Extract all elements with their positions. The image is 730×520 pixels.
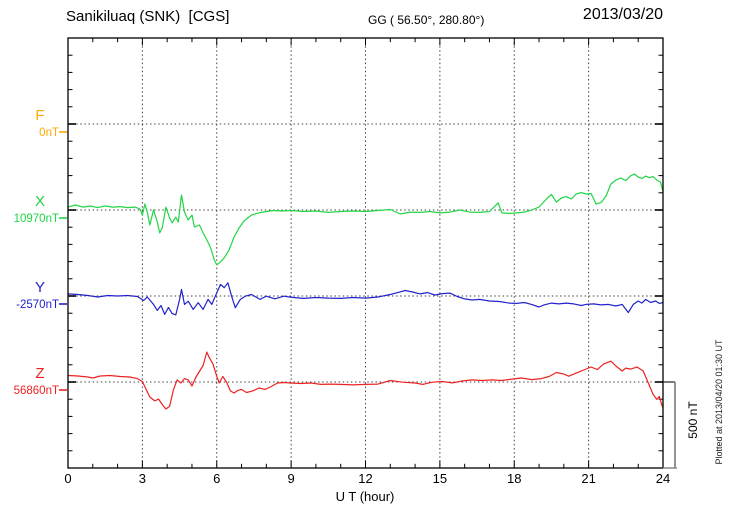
x-axis-label: U T (hour) <box>335 489 395 504</box>
series-baseline-y: -2570nT <box>16 299 59 311</box>
x-tick-label: 3 <box>138 471 146 486</box>
page-title: Sanikiluaq (SNK) [CGS] <box>66 8 230 25</box>
x-tick-label: 0 <box>64 471 72 486</box>
series-baseline-f: 0nT <box>39 127 59 139</box>
series-baseline-x: 10970nT <box>13 213 59 225</box>
series-label-y: Y <box>34 279 45 296</box>
x-tick-label: 15 <box>432 471 448 486</box>
date-label: 2013/03/20 <box>582 6 663 23</box>
series-label-z: Z <box>35 365 45 382</box>
x-tick-label: 12 <box>358 471 373 486</box>
series-label-f: F <box>35 107 45 124</box>
x-tick-label: 21 <box>581 471 596 486</box>
station-coords-label: GG ( 56.50°, 280.80°) <box>368 13 485 27</box>
x-tick-label: 6 <box>213 471 221 486</box>
series-baseline-z: 56860nT <box>13 385 59 397</box>
x-tick-label: 24 <box>655 471 671 486</box>
x-tick-label: 18 <box>507 471 522 486</box>
plotted-at-label: Plotted at 2013/04/20 01:30 UT <box>714 339 724 465</box>
x-tick-label: 9 <box>287 471 295 486</box>
series-label-x: X <box>34 193 45 210</box>
scale-bar-label: 500 nT <box>686 401 700 439</box>
